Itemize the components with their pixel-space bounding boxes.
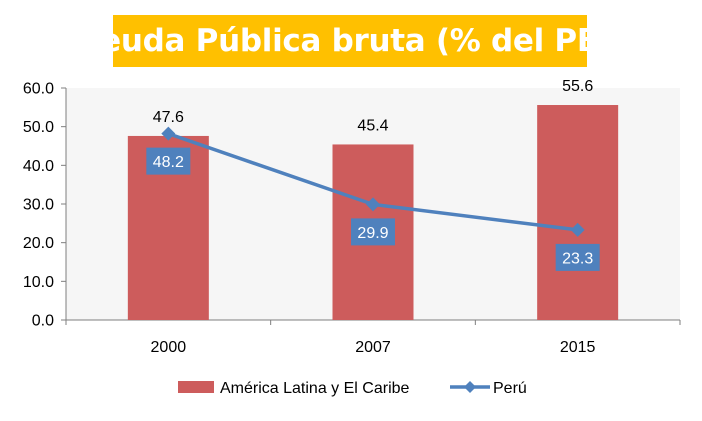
line-data-label-box <box>351 218 395 246</box>
line-data-label: 48.2 <box>153 154 184 171</box>
legend-swatch-marker <box>464 381 476 393</box>
y-tick-label: 10.0 <box>23 274 54 291</box>
y-tick-label: 30.0 <box>23 197 54 214</box>
line-data-label: 23.3 <box>562 250 593 267</box>
bar-data-label: 55.6 <box>562 78 593 95</box>
legend-label-bar: América Latina y El Caribe <box>220 380 410 397</box>
chart-title: Deuda Pública bruta (% del PBI) <box>74 23 626 59</box>
line-data-label: 29.9 <box>357 225 388 242</box>
bar <box>537 105 619 320</box>
bar-data-label: 47.6 <box>153 109 184 126</box>
legend: América Latina y El Caribe Perú <box>178 380 527 397</box>
y-tick-label: 60.0 <box>23 81 54 98</box>
y-tick-label: 50.0 <box>23 119 54 136</box>
line-marker <box>570 222 585 237</box>
line-data-label-box <box>146 147 191 175</box>
legend-label-line: Perú <box>493 380 527 397</box>
y-tick-label: 20.0 <box>23 235 54 252</box>
y-tick-label: 0.0 <box>32 313 54 330</box>
line-data-label-box <box>555 243 600 271</box>
y-tick-label: 40.0 <box>23 158 54 175</box>
y-axis: 0.0 10.0 20.0 30.0 40.0 50.0 60.0 <box>23 81 67 330</box>
line-series: 48.2 29.9 23.3 <box>146 126 600 271</box>
x-tick-label: 2000 <box>151 339 187 356</box>
bar-data-label: 45.4 <box>357 117 388 134</box>
x-tick-label: 2015 <box>560 339 596 356</box>
legend-swatch-bar <box>178 381 214 393</box>
x-axis: 2000 2007 2015 <box>65 319 681 356</box>
x-tick-label: 2007 <box>355 339 391 356</box>
line-marker <box>366 197 380 212</box>
line-marker <box>161 126 176 141</box>
chart-title-banner: Deuda Pública bruta (% del PBI) <box>75 15 626 67</box>
